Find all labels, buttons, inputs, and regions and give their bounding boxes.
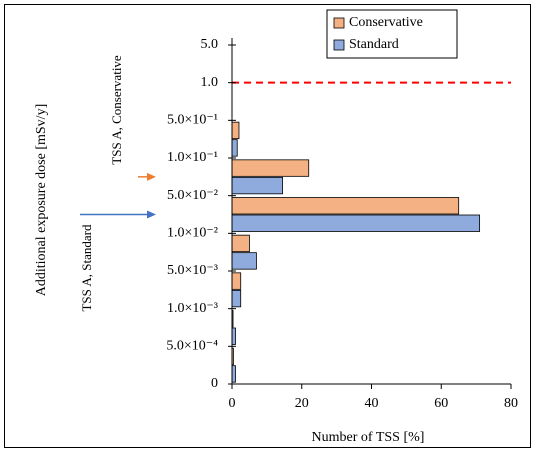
x-tick-label: 60 <box>434 396 448 411</box>
bar <box>231 176 283 195</box>
annotation: TSS A, Conservative <box>109 55 124 165</box>
bar <box>231 234 250 253</box>
frame <box>4 4 531 448</box>
x-axis-title: Number of TSS [%] <box>312 430 425 445</box>
bar <box>231 121 240 140</box>
y-tick-label: 5.0×10⁻³ <box>167 263 218 278</box>
y-axis-title: Additional exposure dose [mSv/y] <box>34 104 49 296</box>
x-tick-label: 0 <box>229 396 236 411</box>
bar <box>231 289 242 308</box>
x-tick-label: 80 <box>504 396 518 411</box>
y-tick-label: 1.0×10⁻³ <box>167 301 218 316</box>
x-tick-label: 40 <box>365 396 379 411</box>
legend-label: Conservative <box>349 15 423 30</box>
y-tick-label: 1.0×10⁻¹ <box>167 150 218 165</box>
y-tick-label: 1.0 <box>201 75 219 90</box>
y-tick-label: 1.0×10⁻² <box>167 226 218 241</box>
bar <box>231 365 236 383</box>
bar <box>231 327 236 345</box>
y-tick-label: 5.0×10⁻⁴ <box>166 339 218 354</box>
legend-swatch <box>333 39 345 51</box>
bar <box>231 159 310 177</box>
bar <box>231 272 242 290</box>
arrow-head <box>147 172 156 181</box>
y-tick-label: 5.0 <box>201 37 219 52</box>
bar <box>231 214 481 232</box>
y-tick-label: 5.0×10⁻² <box>167 188 218 203</box>
bar <box>231 139 238 157</box>
y-tick-label: 0 <box>211 376 218 391</box>
bar <box>231 197 460 215</box>
arrow-head <box>147 210 156 219</box>
legend-swatch <box>333 17 345 29</box>
bar <box>231 252 257 270</box>
annotation: TSS A, Standard <box>79 224 94 312</box>
y-tick-label: 5.0×10⁻¹ <box>167 113 218 128</box>
x-tick-label: 20 <box>295 396 309 411</box>
legend-label: Standard <box>349 37 399 52</box>
legend-box <box>326 9 458 59</box>
